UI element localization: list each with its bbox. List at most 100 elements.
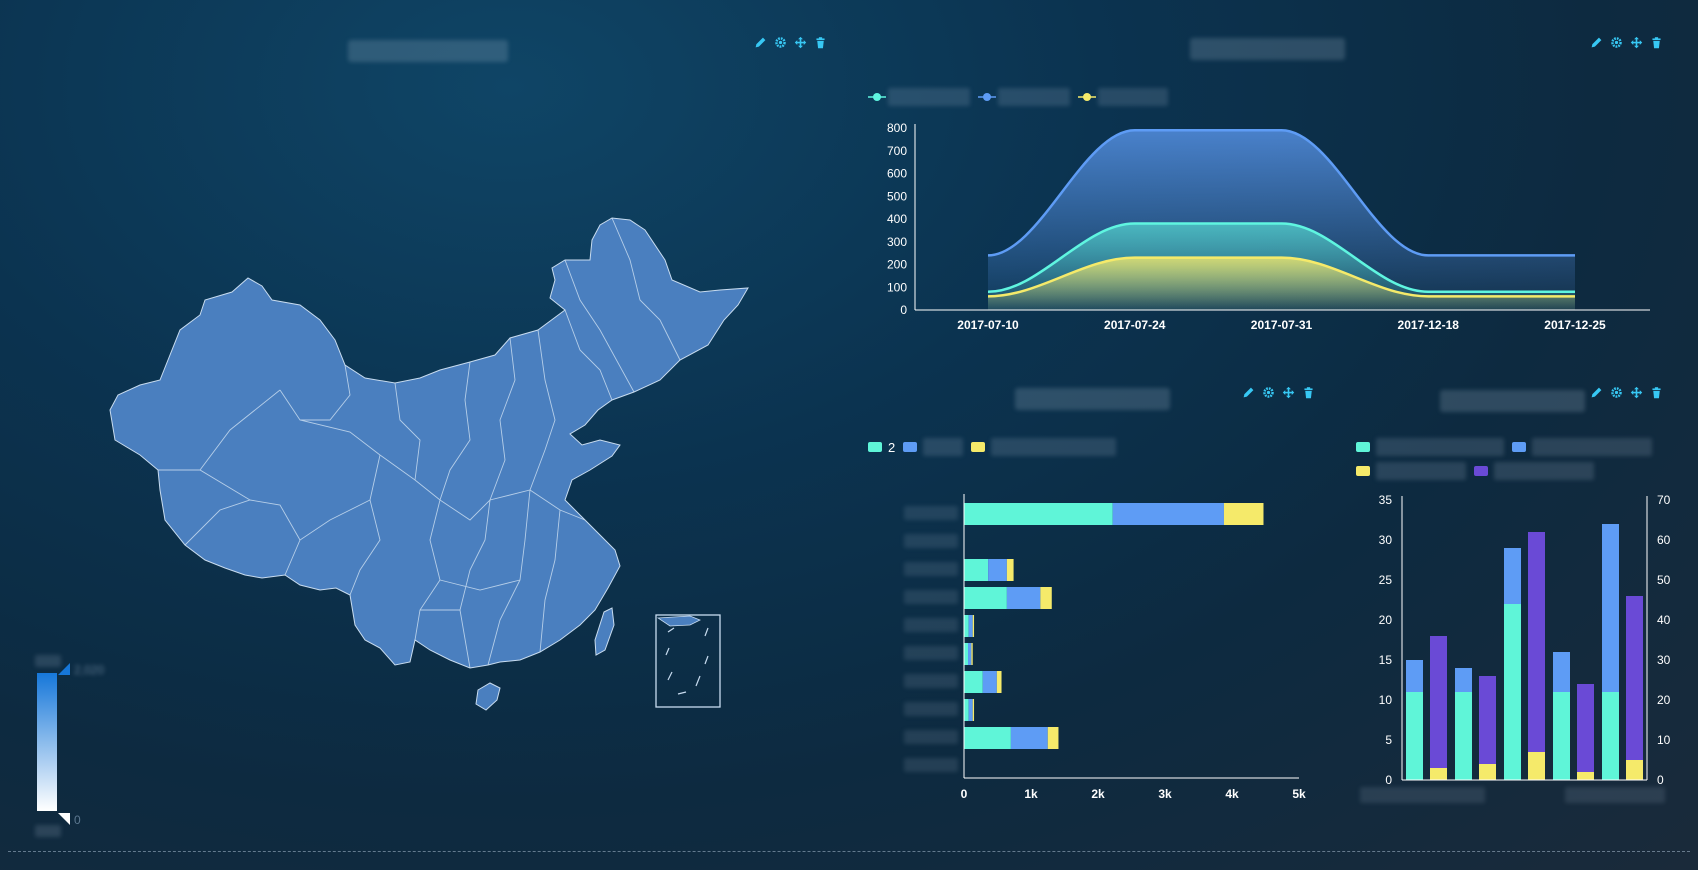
legend-item[interactable] [1512,438,1652,456]
map-hainan[interactable] [475,682,501,711]
trash-icon[interactable] [1650,386,1664,400]
visual-map-min-handle[interactable] [58,813,70,825]
category-label [904,618,958,632]
vbar-chart-toolbar [1590,386,1664,400]
x-tick-label: 2017-12-18 [1398,318,1460,332]
bar-segment [964,587,1007,609]
bar-segment [964,615,969,637]
category-label [904,758,958,772]
category-label [904,674,958,688]
legend-label: 2 [888,439,896,455]
visual-map-gradient-bar[interactable] [37,673,57,811]
legend-label [1376,438,1504,456]
y-tick-label: 800 [887,121,907,135]
trash-icon[interactable] [1650,36,1664,50]
edit-icon[interactable] [1590,386,1604,400]
legend-label [1532,438,1652,456]
vbar-chart-title [1440,390,1585,412]
gear-icon[interactable] [774,36,788,50]
x-tick-label: 2017-12-25 [1544,318,1606,332]
move-icon[interactable] [1630,36,1644,50]
map-province-borders [158,217,681,669]
legend-item[interactable]: 2 [868,440,895,455]
area-chart-panel: 800 700 600 500 400 300 200 100 0 2017-07-10 2017-… [860,0,1698,345]
y-tick-label: 500 [887,189,907,203]
legend-swatch [903,442,918,452]
bar-segment [1528,752,1545,780]
area-chart-title [1190,38,1345,60]
move-icon[interactable] [1282,386,1296,400]
category-label [904,534,958,548]
bar-segment [964,559,989,581]
visual-map-max-handle[interactable] [58,663,70,675]
legend-line-marker [978,93,996,101]
visual-map-high-caption [35,655,61,667]
legend-item[interactable] [971,438,1117,456]
bar-segment [988,559,1007,581]
bar-segment [971,643,973,665]
y-tick-label-left: 20 [1379,613,1393,627]
legend-swatch [868,442,882,452]
vbar-chart-panel: 35 30 25 20 15 10 5 0 70 60 50 40 30 20 10 0 [1340,350,1698,820]
map-mainland[interactable] [109,217,749,669]
bar-segment [968,699,973,721]
legend-item[interactable] [1078,88,1168,106]
bar-segment [972,615,975,637]
hbar-chart[interactable]: 0 1k 2k 3k 4k 5k [860,350,1320,820]
y-tick-label: 100 [887,280,907,294]
gear-icon[interactable] [1610,36,1624,50]
y-tick-label: 0 [900,303,907,317]
area-chart[interactable]: 800 700 600 500 400 300 200 100 0 2017-07-10 2017-… [860,0,1698,345]
legend-item[interactable] [978,88,1070,106]
y-tick-label: 700 [887,144,907,158]
y-tick-label-right: 50 [1657,573,1671,587]
legend-line-marker [1078,93,1096,101]
edit-icon[interactable] [1590,36,1604,50]
legend-item[interactable] [1474,462,1594,480]
bar-segment [982,671,997,693]
bar-segment [972,699,975,721]
legend-line-marker [868,93,886,101]
bar-segment [1626,596,1643,760]
visual-map-low-caption [35,825,61,837]
legend-item[interactable] [868,88,970,106]
bar-segment [1006,587,1041,609]
china-map[interactable] [0,0,840,845]
trash-icon[interactable] [814,36,828,50]
x-tick-label: 2k [1091,787,1105,801]
trash-icon[interactable] [1302,386,1316,400]
bar-segment [1626,760,1643,780]
area-chart-legend [868,88,1176,106]
edit-icon[interactable] [1242,386,1256,400]
vbar-chart-legend [1356,438,1676,480]
gear-icon[interactable] [1610,386,1624,400]
category-label [904,730,958,744]
edit-icon[interactable] [754,36,768,50]
bar-segment [1528,532,1545,752]
bar-segment [1577,772,1594,780]
legend-swatch [1512,442,1526,452]
move-icon[interactable] [794,36,808,50]
y-tick-label-right: 20 [1657,693,1671,707]
bar-segment [1223,503,1264,525]
south-china-sea-inset [655,614,721,708]
series-line [987,222,1575,294]
bar-segment [964,727,1011,749]
bar-segment [1553,692,1570,780]
map-regions[interactable] [109,217,749,711]
move-icon[interactable] [1630,386,1644,400]
map-panel-title [348,40,508,62]
legend-item[interactable] [1356,462,1466,480]
bar-segment [1430,636,1447,768]
gear-icon[interactable] [1262,386,1276,400]
category-label [904,506,958,520]
hbar-chart-title [1015,388,1170,410]
legend-item[interactable] [1356,438,1504,456]
bar-segment [996,671,1002,693]
map-taiwan[interactable] [594,607,615,656]
legend-item[interactable] [903,438,964,456]
legend-swatch [971,442,986,452]
bar-segment [1602,524,1619,692]
x-tick-label: 5k [1292,787,1306,801]
